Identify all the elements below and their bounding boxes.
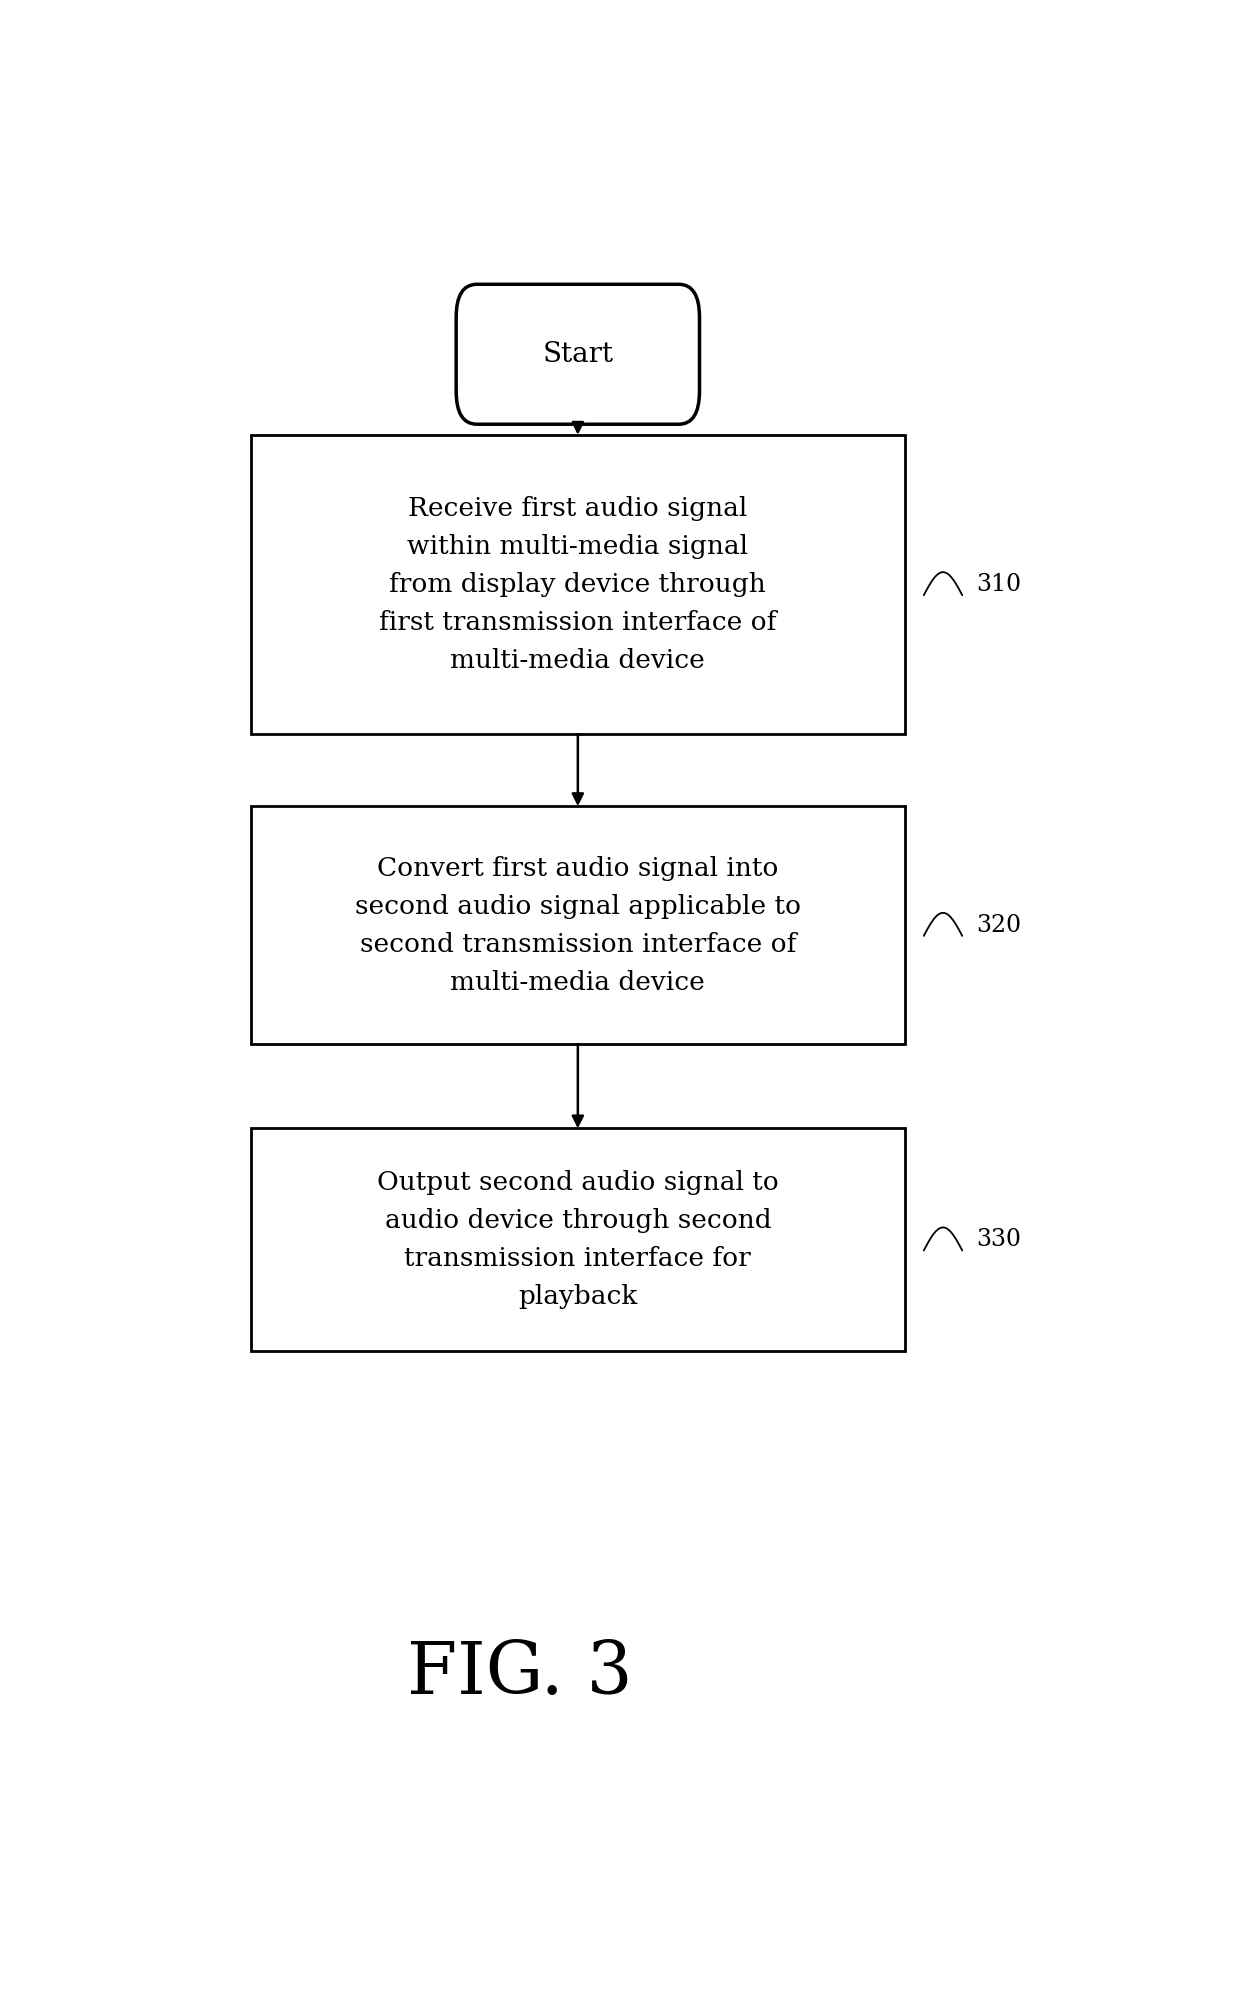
- Text: Start: Start: [542, 341, 614, 369]
- Text: 320: 320: [977, 913, 1022, 937]
- FancyBboxPatch shape: [250, 1128, 905, 1351]
- Text: 330: 330: [977, 1228, 1022, 1252]
- Text: 310: 310: [977, 572, 1022, 596]
- FancyBboxPatch shape: [456, 285, 699, 425]
- FancyBboxPatch shape: [250, 807, 905, 1044]
- Text: FIG. 3: FIG. 3: [408, 1638, 632, 1710]
- Text: Output second audio signal to
audio device through second
transmission interface: Output second audio signal to audio devi…: [377, 1170, 779, 1309]
- Text: Receive first audio signal
within multi-media signal
from display device through: Receive first audio signal within multi-…: [379, 496, 776, 674]
- Text: Convert first audio signal into
second audio signal applicable to
second transmi: Convert first audio signal into second a…: [355, 855, 801, 995]
- FancyBboxPatch shape: [250, 434, 905, 733]
